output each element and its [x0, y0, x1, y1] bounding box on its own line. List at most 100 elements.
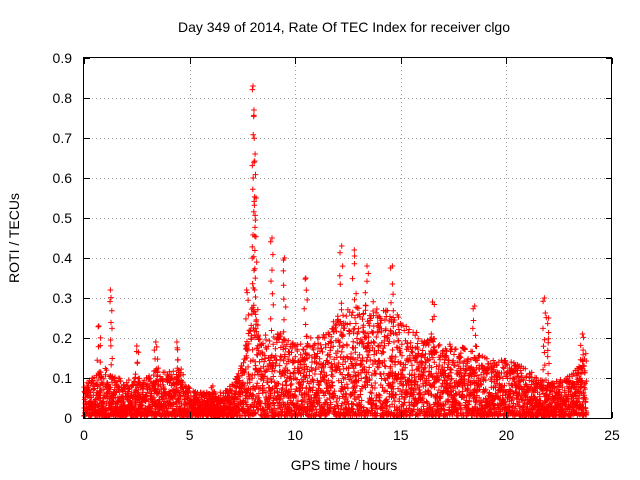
data-point: [343, 406, 350, 412]
data-point: [175, 356, 181, 363]
y-tick-label: 0.2: [53, 330, 73, 346]
data-point: [409, 367, 415, 374]
data-point: [280, 358, 287, 364]
data-point: [235, 371, 242, 377]
data-point: [269, 267, 275, 273]
data-point: [298, 382, 304, 388]
data-point: [271, 402, 278, 409]
data-point: [319, 349, 326, 355]
data-point: [287, 382, 294, 388]
data-point: [435, 343, 442, 349]
data-point: [371, 340, 378, 346]
data-point: [416, 387, 423, 393]
data-point: [134, 359, 141, 365]
data-point: [103, 367, 110, 373]
data-point: [541, 295, 548, 301]
data-point: [254, 380, 260, 386]
data-point: [300, 347, 307, 353]
data-point: [268, 386, 274, 393]
data-point: [107, 384, 114, 391]
y-tick-label: 0.7: [53, 130, 73, 146]
x-tick-label: 0: [80, 427, 88, 443]
data-point: [249, 280, 256, 287]
data-point: [469, 348, 476, 355]
data-point: [363, 358, 370, 364]
data-point: [186, 385, 193, 391]
data-point: [315, 399, 322, 405]
data-point: [151, 394, 157, 400]
data-point: [326, 351, 332, 358]
data-point: [274, 380, 280, 386]
data-point: [359, 316, 366, 322]
data-point: [261, 358, 267, 365]
x-tick-label: 15: [393, 427, 409, 443]
data-point: [337, 354, 344, 360]
data-point: [361, 404, 367, 411]
data-point: [272, 353, 279, 359]
data-point: [282, 378, 289, 385]
data-point: [275, 381, 282, 387]
data-point: [134, 343, 140, 349]
data-point: [300, 346, 306, 352]
data-point: [255, 348, 262, 354]
data-point: [354, 383, 360, 389]
data-point: [337, 339, 343, 345]
data-point: [364, 263, 370, 269]
data-point: [308, 364, 315, 371]
data-point: [108, 343, 114, 349]
data-point: [300, 379, 306, 385]
data-point: [365, 270, 372, 277]
data-point: [355, 355, 361, 361]
data-point: [472, 332, 479, 339]
data-point: [372, 380, 378, 386]
data-point: [337, 249, 343, 256]
data-point: [288, 349, 295, 356]
data-point: [309, 367, 315, 374]
data-point: [317, 371, 324, 377]
data-point: [340, 361, 346, 368]
data-point: [542, 310, 549, 316]
data-point: [295, 398, 301, 404]
data-point: [303, 287, 310, 293]
data-point: [266, 338, 273, 344]
plot-frame: [83, 57, 612, 419]
data-point: [328, 372, 335, 378]
data-point: [174, 339, 180, 345]
data-point: [252, 224, 258, 231]
data-point: [245, 297, 251, 303]
data-point: [136, 375, 143, 382]
data-point: [310, 384, 316, 390]
data-point: [259, 382, 266, 389]
data-point: [349, 309, 356, 316]
data-point: [279, 385, 286, 391]
data-point: [308, 335, 314, 341]
data-point: [364, 413, 371, 419]
data-point: [87, 389, 94, 396]
data-point: [365, 330, 371, 337]
data-point: [406, 326, 412, 333]
data-point: [353, 304, 359, 310]
data-point: [358, 361, 365, 367]
data-point: [253, 317, 260, 323]
data-point: [360, 310, 367, 317]
data-point: [108, 294, 114, 301]
data-point: [339, 371, 345, 378]
data-point: [252, 294, 259, 300]
data-point: [332, 404, 338, 410]
data-point: [328, 340, 335, 346]
data-point: [252, 386, 259, 392]
data-point: [265, 343, 271, 350]
data-point: [266, 366, 272, 372]
data-point: [280, 282, 287, 288]
data-point: [288, 381, 295, 387]
data-point: [293, 386, 300, 392]
data-point: [389, 347, 396, 353]
data-point: [470, 325, 476, 332]
data-point: [345, 385, 351, 391]
data-point: [545, 329, 552, 336]
data-point: [262, 355, 268, 362]
data-point: [294, 348, 301, 354]
data-point: [243, 316, 249, 322]
data-point: [85, 380, 92, 387]
data-point: [348, 312, 355, 319]
